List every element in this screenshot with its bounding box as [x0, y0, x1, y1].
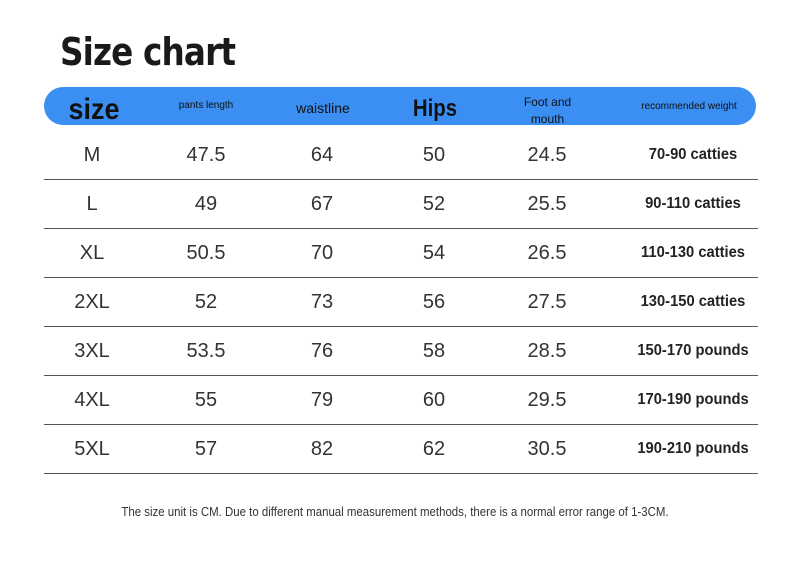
header-foot-and-mouth: Foot and mouth [523, 95, 572, 126]
table-row: 2XL 52 73 56 27.5 130-150 catties [44, 278, 758, 327]
cell-recommended-weight: 130-150 catties [640, 293, 746, 310]
header-pants-length: pants length [178, 100, 234, 111]
cell-pants-length: 47.5 [186, 144, 226, 166]
table-row: 5XL 57 82 62 30.5 190-210 pounds [44, 425, 758, 474]
cell-recommended-weight: 190-210 pounds [637, 440, 749, 457]
row-divider [44, 179, 758, 180]
cell-pants-length: 53.5 [186, 340, 226, 362]
cell-hips: 60 [422, 389, 446, 411]
cell-pants-length: 57 [194, 438, 218, 460]
table-row: XL 50.5 70 54 26.5 110-130 catties [44, 229, 758, 278]
table-row: 3XL 53.5 76 58 28.5 150-170 pounds [44, 327, 758, 376]
table-row: 4XL 55 79 60 29.5 170-190 pounds [44, 376, 758, 425]
cell-size: 3XL [74, 340, 110, 362]
cell-pants-length: 52 [194, 291, 218, 313]
cell-waistline: 70 [310, 242, 334, 264]
row-divider [44, 375, 758, 376]
cell-waistline: 73 [310, 291, 334, 313]
cell-foot-and-mouth: 28.5 [527, 340, 567, 362]
table-row: L 49 67 52 25.5 90-110 catties [44, 180, 758, 229]
measurement-note: The size unit is CM. Due to different ma… [121, 504, 669, 519]
cell-foot-and-mouth: 27.5 [527, 291, 567, 313]
row-divider [44, 228, 758, 229]
cell-pants-length: 55 [194, 389, 218, 411]
cell-size: 4XL [74, 389, 110, 411]
cell-foot-and-mouth: 30.5 [527, 438, 567, 460]
cell-hips: 50 [422, 144, 446, 166]
cell-recommended-weight: 170-190 pounds [637, 391, 749, 408]
header-size: size [68, 93, 120, 126]
cell-size: L [86, 193, 98, 215]
cell-waistline: 76 [310, 340, 334, 362]
table-header-bar [44, 87, 756, 125]
header-recommended-weight: recommended weight [641, 101, 737, 112]
cell-pants-length: 50.5 [186, 242, 226, 264]
page-title: Size chart [60, 30, 236, 74]
header-waistline: waistline [296, 100, 350, 116]
cell-foot-and-mouth: 29.5 [527, 389, 567, 411]
row-divider [44, 277, 758, 278]
row-divider [44, 473, 758, 474]
row-divider [44, 424, 758, 425]
cell-hips: 54 [422, 242, 446, 264]
header-hips: Hips [412, 95, 458, 122]
table-row: M 47.5 64 50 24.5 70-90 catties [44, 131, 758, 180]
cell-hips: 56 [422, 291, 446, 313]
cell-hips: 62 [422, 438, 446, 460]
cell-size: M [83, 144, 101, 166]
cell-foot-and-mouth: 26.5 [527, 242, 567, 264]
cell-recommended-weight: 90-110 catties [645, 195, 741, 212]
cell-waistline: 67 [310, 193, 334, 215]
cell-waistline: 64 [310, 144, 334, 166]
cell-waistline: 82 [310, 438, 334, 460]
row-divider [44, 326, 758, 327]
cell-foot-and-mouth: 25.5 [527, 193, 567, 215]
cell-size: 2XL [74, 291, 110, 313]
cell-hips: 58 [422, 340, 446, 362]
cell-pants-length: 49 [194, 193, 218, 215]
cell-recommended-weight: 110-130 catties [641, 244, 745, 261]
cell-hips: 52 [422, 193, 446, 215]
cell-recommended-weight: 70-90 catties [648, 146, 738, 163]
cell-foot-and-mouth: 24.5 [527, 144, 567, 166]
cell-waistline: 79 [310, 389, 334, 411]
cell-recommended-weight: 150-170 pounds [637, 342, 749, 359]
cell-size: XL [79, 242, 105, 264]
cell-size: 5XL [74, 438, 110, 460]
